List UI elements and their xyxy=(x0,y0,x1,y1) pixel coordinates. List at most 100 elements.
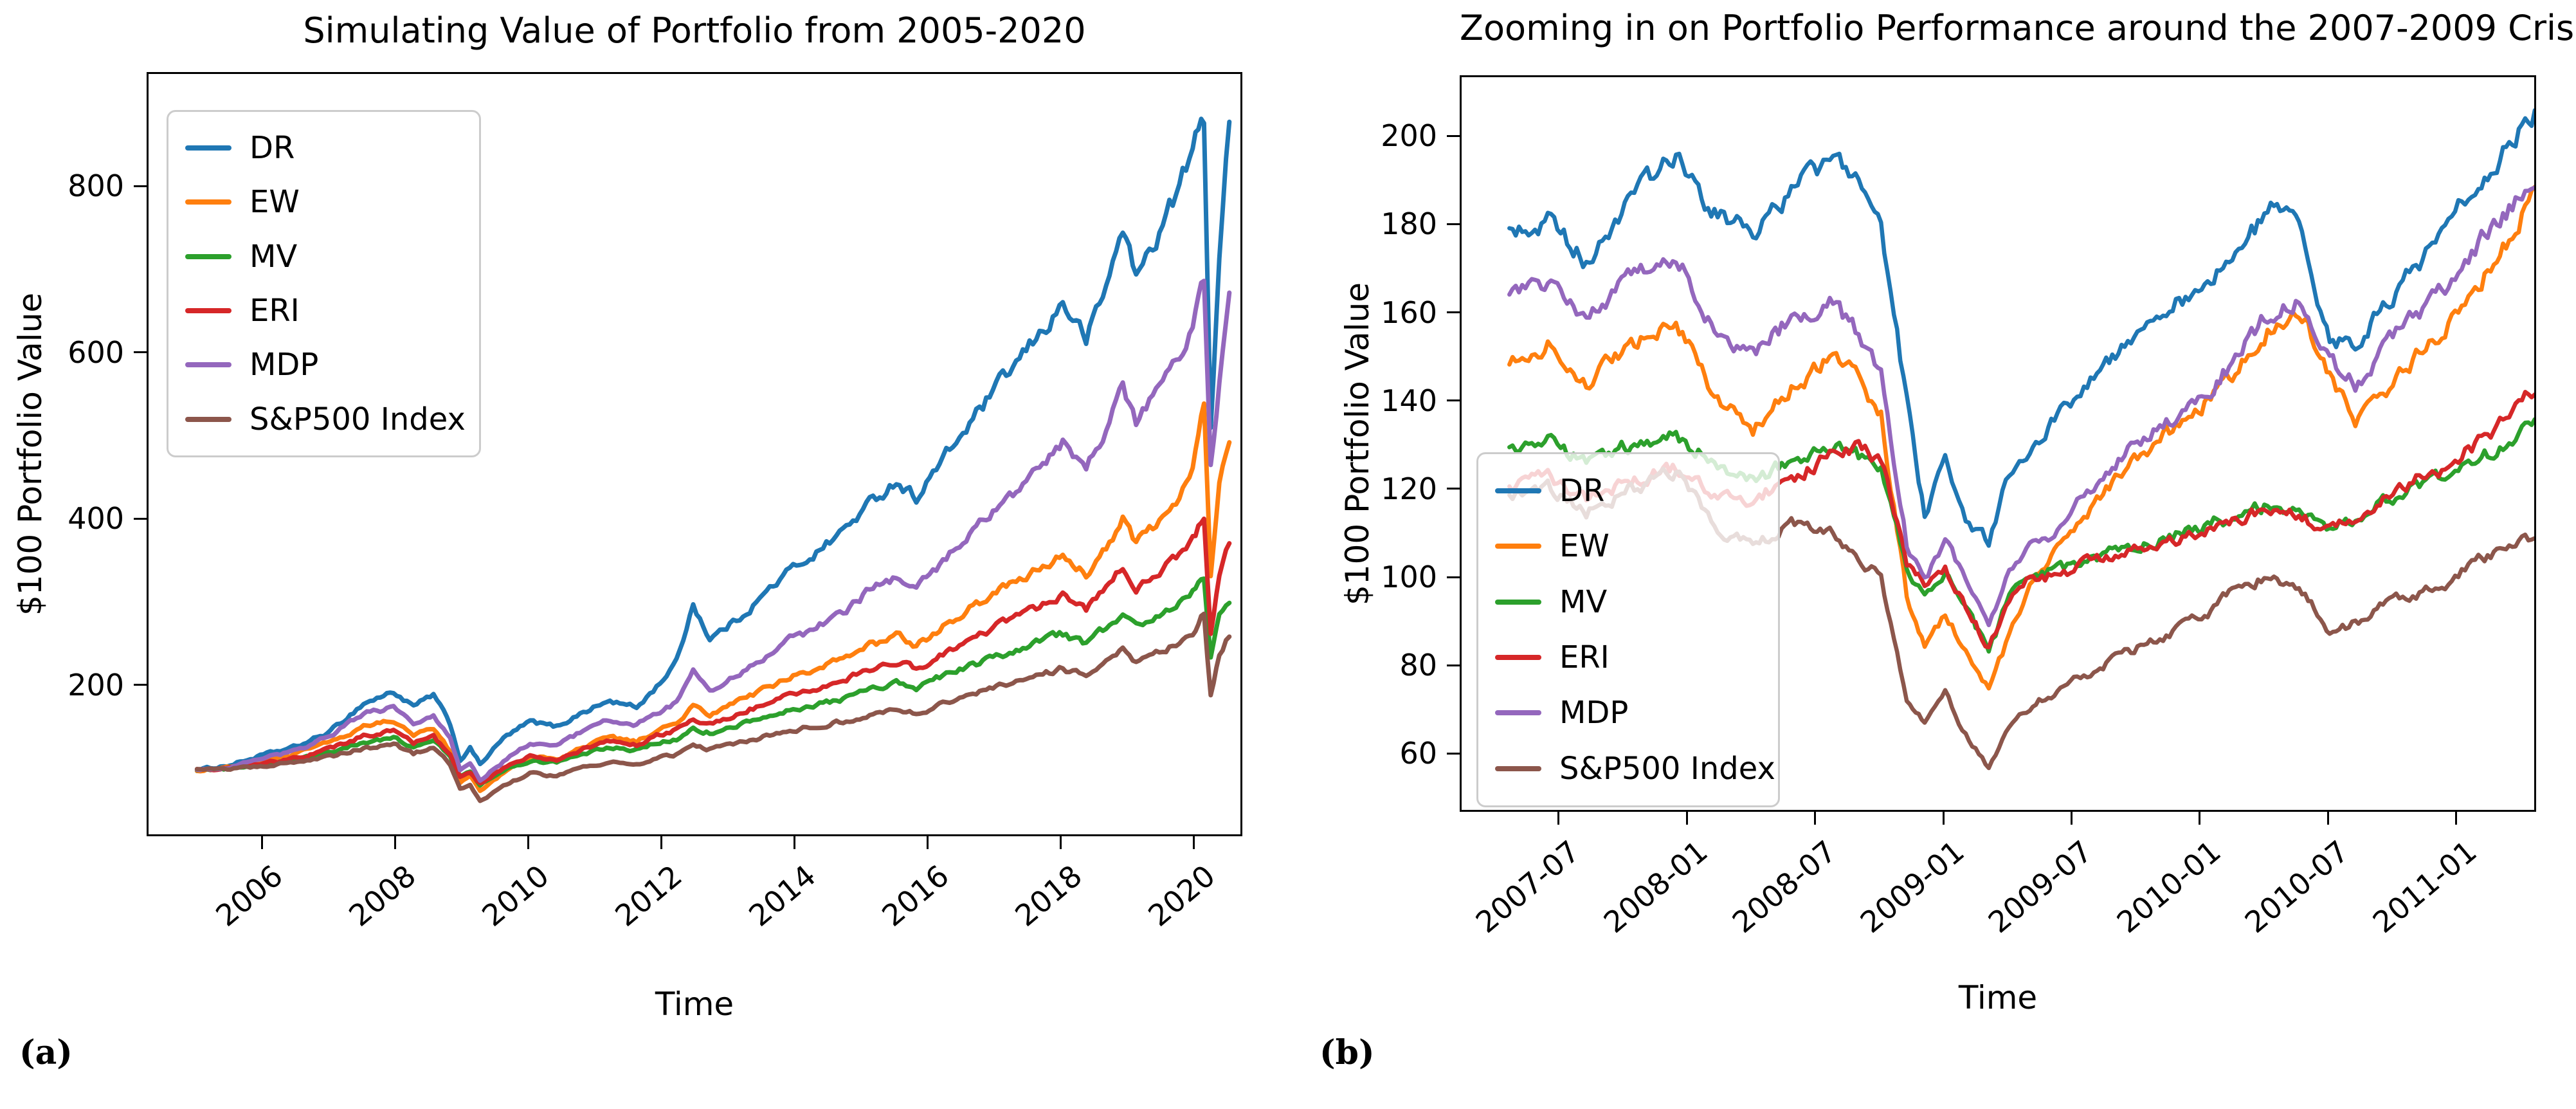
x-tick-label: 2009-07 xyxy=(1982,834,2100,940)
legend-item: ERI xyxy=(1495,639,1761,675)
legend-label: S&P500 Index xyxy=(1559,750,1775,787)
legend-item: EW xyxy=(1495,528,1761,564)
legend-line-swatch xyxy=(1495,599,1541,605)
series-line-ew xyxy=(194,401,1232,793)
x-tick-label: 2012 xyxy=(608,858,689,933)
panel-b-x-axis-label: Time xyxy=(1958,979,2038,1016)
legend-line-swatch xyxy=(185,416,231,422)
x-tick-mark xyxy=(1060,836,1062,849)
panel-a-legend: DR EW MV ERI MDP S&P500 Index xyxy=(167,110,481,457)
y-tick-mark xyxy=(1447,134,1460,137)
series-line-mv xyxy=(194,576,1232,788)
x-tick-mark xyxy=(660,836,662,849)
x-tick-mark xyxy=(927,836,929,849)
x-tick-mark xyxy=(1685,812,1688,825)
series-line-mdp xyxy=(1507,185,2534,628)
legend-item: MV xyxy=(1495,584,1761,620)
x-tick-label: 2007-07 xyxy=(1469,834,1586,940)
x-tick-mark xyxy=(2199,812,2201,825)
y-tick-mark xyxy=(1447,752,1460,755)
x-tick-mark xyxy=(1814,812,1817,825)
legend-item: DR xyxy=(185,130,462,166)
legend-label: EW xyxy=(1559,528,1610,565)
x-tick-label: 2006 xyxy=(209,858,289,933)
y-tick-mark xyxy=(134,185,147,187)
legend-line-swatch xyxy=(1495,710,1541,716)
x-tick-mark xyxy=(260,836,263,849)
y-tick-label: 180 xyxy=(1381,206,1437,242)
y-tick-label: 140 xyxy=(1381,383,1437,418)
legend-label: ERI xyxy=(249,293,300,329)
panel-a-title: Simulating Value of Portfolio from 2005-… xyxy=(303,10,1086,51)
y-tick-label: 200 xyxy=(1381,118,1437,154)
y-tick-mark xyxy=(134,684,147,686)
panel-b-legend: DR EW MV ERI MDP S&P500 Index xyxy=(1476,452,1780,807)
legend-item: S&P500 Index xyxy=(1495,751,1775,787)
x-tick-label: 2010 xyxy=(475,858,556,933)
x-tick-label: 2008-01 xyxy=(1597,834,1715,940)
legend-label: MV xyxy=(249,238,298,275)
legend-item: MV xyxy=(185,239,462,275)
legend-item: EW xyxy=(185,184,462,220)
y-tick-label: 600 xyxy=(68,335,124,370)
series-line-dr xyxy=(1507,108,2534,548)
legend-label: MDP xyxy=(249,347,319,383)
series-line-mdp xyxy=(194,279,1232,783)
y-tick-label: 800 xyxy=(68,169,124,204)
legend-label: ERI xyxy=(1559,639,1610,676)
y-tick-label: 120 xyxy=(1381,471,1437,506)
x-tick-mark xyxy=(1193,836,1195,849)
legend-line-swatch xyxy=(1495,488,1541,494)
x-tick-label: 2008 xyxy=(342,858,422,933)
series-line-s-p500-index xyxy=(194,611,1232,803)
legend-item: S&P500 Index xyxy=(185,401,466,437)
legend-item: MDP xyxy=(185,347,462,383)
x-tick-mark xyxy=(1557,812,1560,825)
legend-line-swatch xyxy=(185,308,231,314)
panel-a-x-axis-label: Time xyxy=(655,985,734,1023)
y-tick-mark xyxy=(134,351,147,354)
legend-label: S&P500 Index xyxy=(249,401,466,437)
legend-line-swatch xyxy=(1495,655,1541,661)
x-tick-label: 2014 xyxy=(741,858,822,933)
legend-item: ERI xyxy=(185,293,462,329)
series-line-eri xyxy=(194,517,1232,786)
y-tick-label: 400 xyxy=(68,501,124,536)
panel-a-lines xyxy=(194,116,1232,803)
legend-item: MDP xyxy=(1495,695,1761,731)
x-tick-mark xyxy=(527,836,529,849)
panel-b-title: Zooming in on Portfolio Performance arou… xyxy=(1460,8,2576,48)
y-tick-label: 160 xyxy=(1381,295,1437,330)
legend-line-swatch xyxy=(185,145,231,151)
legend-line-swatch xyxy=(185,253,231,259)
legend-line-swatch xyxy=(185,199,231,205)
x-tick-label: 2010-07 xyxy=(2238,834,2355,940)
y-tick-mark xyxy=(1447,311,1460,314)
x-tick-mark xyxy=(394,836,396,849)
series-line-dr xyxy=(194,116,1232,773)
panel-a-plot-area: DR EW MV ERI MDP S&P500 Index xyxy=(147,72,1242,836)
y-tick-mark xyxy=(1447,664,1460,666)
legend-label: MV xyxy=(1559,583,1608,620)
x-tick-mark xyxy=(794,836,796,849)
x-tick-label: 2011-01 xyxy=(2366,834,2484,940)
x-tick-mark xyxy=(2454,812,2457,825)
panel-a-caption-letter: (a) xyxy=(19,1033,73,1072)
x-tick-label: 2020 xyxy=(1141,858,1222,933)
panel-b-plot-area: DR EW MV ERI MDP S&P500 Index xyxy=(1460,75,2536,812)
x-tick-label: 2016 xyxy=(875,858,956,933)
legend-line-swatch xyxy=(1495,544,1541,549)
legend-label: DR xyxy=(1559,473,1605,509)
x-tick-label: 2010-01 xyxy=(2110,834,2227,940)
legend-line-swatch xyxy=(1495,765,1541,771)
y-tick-label: 60 xyxy=(1399,736,1437,771)
panel-b-y-axis-label: $100 Portfolio Value xyxy=(1339,282,1376,605)
x-tick-label: 2018 xyxy=(1008,858,1089,933)
x-tick-label: 2009-01 xyxy=(1853,834,1971,940)
y-tick-mark xyxy=(1447,223,1460,225)
y-tick-label: 80 xyxy=(1399,648,1437,683)
x-tick-mark xyxy=(2070,812,2073,825)
y-tick-label: 200 xyxy=(68,667,124,702)
x-tick-label: 2008-07 xyxy=(1725,834,1843,940)
